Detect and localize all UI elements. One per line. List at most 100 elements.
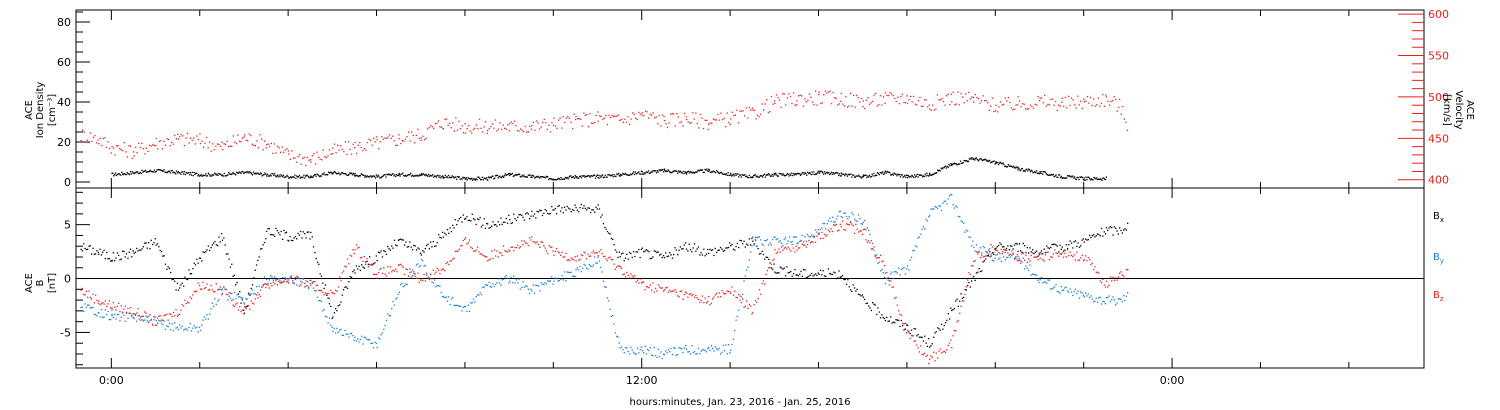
by-point [713,350,715,352]
density-point [1063,177,1065,179]
by-point [190,330,193,332]
by-point [483,286,485,288]
velocity-point [627,116,629,118]
bx-point [587,207,589,209]
density-point [780,173,782,175]
velocity-point [354,141,356,144]
velocity-point [216,143,219,145]
bz-point [215,283,217,285]
velocity-point [791,102,793,105]
velocity-point [387,136,389,138]
bz-point [826,234,828,236]
density-point [869,176,872,178]
density-point [1096,178,1099,181]
bz-point [288,282,290,284]
density-point [915,175,917,177]
bz-point [671,290,674,292]
by-point [387,313,389,315]
velocity-point [951,101,953,103]
bx-point [1108,227,1110,229]
bx-point [819,269,822,271]
density-point [884,170,887,172]
by-point [888,280,891,282]
by-point [831,216,834,218]
bx-point [1077,242,1079,244]
density-point [269,174,271,176]
by-point [699,352,701,355]
bx-point [856,288,858,290]
bz-point [719,296,722,298]
bx-point [632,251,635,253]
by-point [739,299,741,301]
by-point [558,280,560,282]
bx-point [532,215,534,217]
bz-point [790,250,792,252]
by-point [1104,303,1107,305]
velocity-series [80,90,1129,167]
velocity-point [1059,105,1061,107]
bz-point [352,249,354,251]
velocity-point [305,164,307,167]
bz-point [887,276,889,279]
bz-point [472,250,475,252]
bx-point [635,251,637,253]
bz-point [123,308,125,310]
bx-point [462,214,464,216]
velocity-point [845,96,847,98]
bz-point [379,268,381,271]
velocity-point [1029,104,1032,106]
velocity-point [179,136,181,138]
density-point [495,175,497,177]
density-point [1016,167,1018,169]
bz-point [939,348,941,350]
density-point [180,173,182,175]
by-point [385,319,388,322]
bx-point [957,305,959,308]
by-point [370,342,372,344]
density-point [617,173,619,176]
velocity-point [516,129,519,132]
density-point [857,175,859,177]
by-point [671,353,674,356]
bz-point [420,278,422,280]
velocity-point [163,140,165,143]
density-point [485,178,487,180]
bx-point [973,275,975,278]
density-point [943,167,945,169]
density-point [298,174,301,177]
density-point [949,165,951,167]
by-point [685,345,687,347]
bz-point [758,289,761,291]
bz-point [213,291,215,293]
bx-point [501,223,503,225]
density-point [350,172,352,175]
by-point [472,298,475,300]
bz-point [764,283,766,285]
by-point [648,349,650,352]
density-tick-label: 0 [64,176,71,189]
bz-point [716,293,718,295]
by-point [108,319,110,321]
by-point [569,272,571,274]
bx-point [659,254,661,256]
by-point [156,317,159,319]
density-point [888,171,890,173]
bx-point [432,241,434,243]
density-point [815,173,817,175]
bz-point [712,298,714,300]
by-point [418,266,420,268]
velocity-point [643,115,645,117]
velocity-point [185,137,187,139]
density-point [138,172,141,174]
by-point [342,334,345,336]
bx-point [506,222,509,224]
by-point [337,331,339,333]
bz-point [315,284,317,286]
bz-point [752,311,754,314]
bz-point [189,296,191,298]
bz-point [991,246,994,248]
bz-point [232,304,234,306]
velocity-point [426,128,429,130]
velocity-point [950,93,952,95]
bz-point [989,248,991,250]
